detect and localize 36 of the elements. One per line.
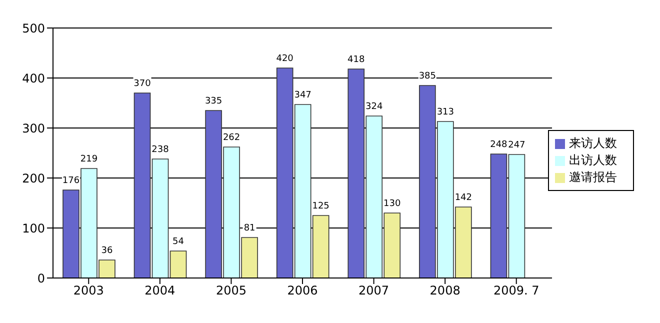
data-label: 130 xyxy=(384,199,401,209)
data-label: 219 xyxy=(80,154,98,164)
data-label: 238 xyxy=(152,145,170,155)
data-label: 324 xyxy=(366,102,383,112)
legend-label: 邀请报告 xyxy=(569,170,617,184)
data-label: 176 xyxy=(62,176,80,186)
legend-label: 出访人数 xyxy=(569,153,617,167)
data-label: 335 xyxy=(204,96,222,106)
data-label: 385 xyxy=(418,72,436,82)
data-label: 81 xyxy=(244,224,256,234)
x-tick-label: 2007 xyxy=(358,284,390,298)
data-label: 420 xyxy=(276,54,294,64)
y-tick-label: 0 xyxy=(37,271,45,286)
y-tick-label: 500 xyxy=(22,21,45,36)
x-tick-label: 2009. 7 xyxy=(493,284,540,298)
y-tick-label: 100 xyxy=(22,221,45,236)
x-tick-label: 2005 xyxy=(216,284,246,298)
data-label: 262 xyxy=(222,133,240,143)
legend-label: 来访人数 xyxy=(569,136,617,150)
data-label: 418 xyxy=(348,55,365,65)
data-label: 142 xyxy=(454,193,472,203)
x-tick-label: 2003 xyxy=(73,284,104,298)
data-label: 313 xyxy=(436,108,454,118)
data-label: 54 xyxy=(172,237,184,247)
data-label: 125 xyxy=(312,202,330,212)
data-label: 248 xyxy=(490,140,508,150)
y-tick-label: 200 xyxy=(22,171,45,186)
x-tick-label: 2004 xyxy=(144,284,176,298)
x-tick-label: 2008 xyxy=(430,284,460,298)
data-label: 347 xyxy=(294,90,312,100)
data-label: 247 xyxy=(508,140,526,150)
y-tick-label: 300 xyxy=(22,121,45,136)
data-label: 36 xyxy=(101,246,113,256)
x-tick-label: 2006 xyxy=(287,284,318,298)
y-tick-label: 400 xyxy=(22,71,45,86)
data-label: 370 xyxy=(134,79,152,89)
